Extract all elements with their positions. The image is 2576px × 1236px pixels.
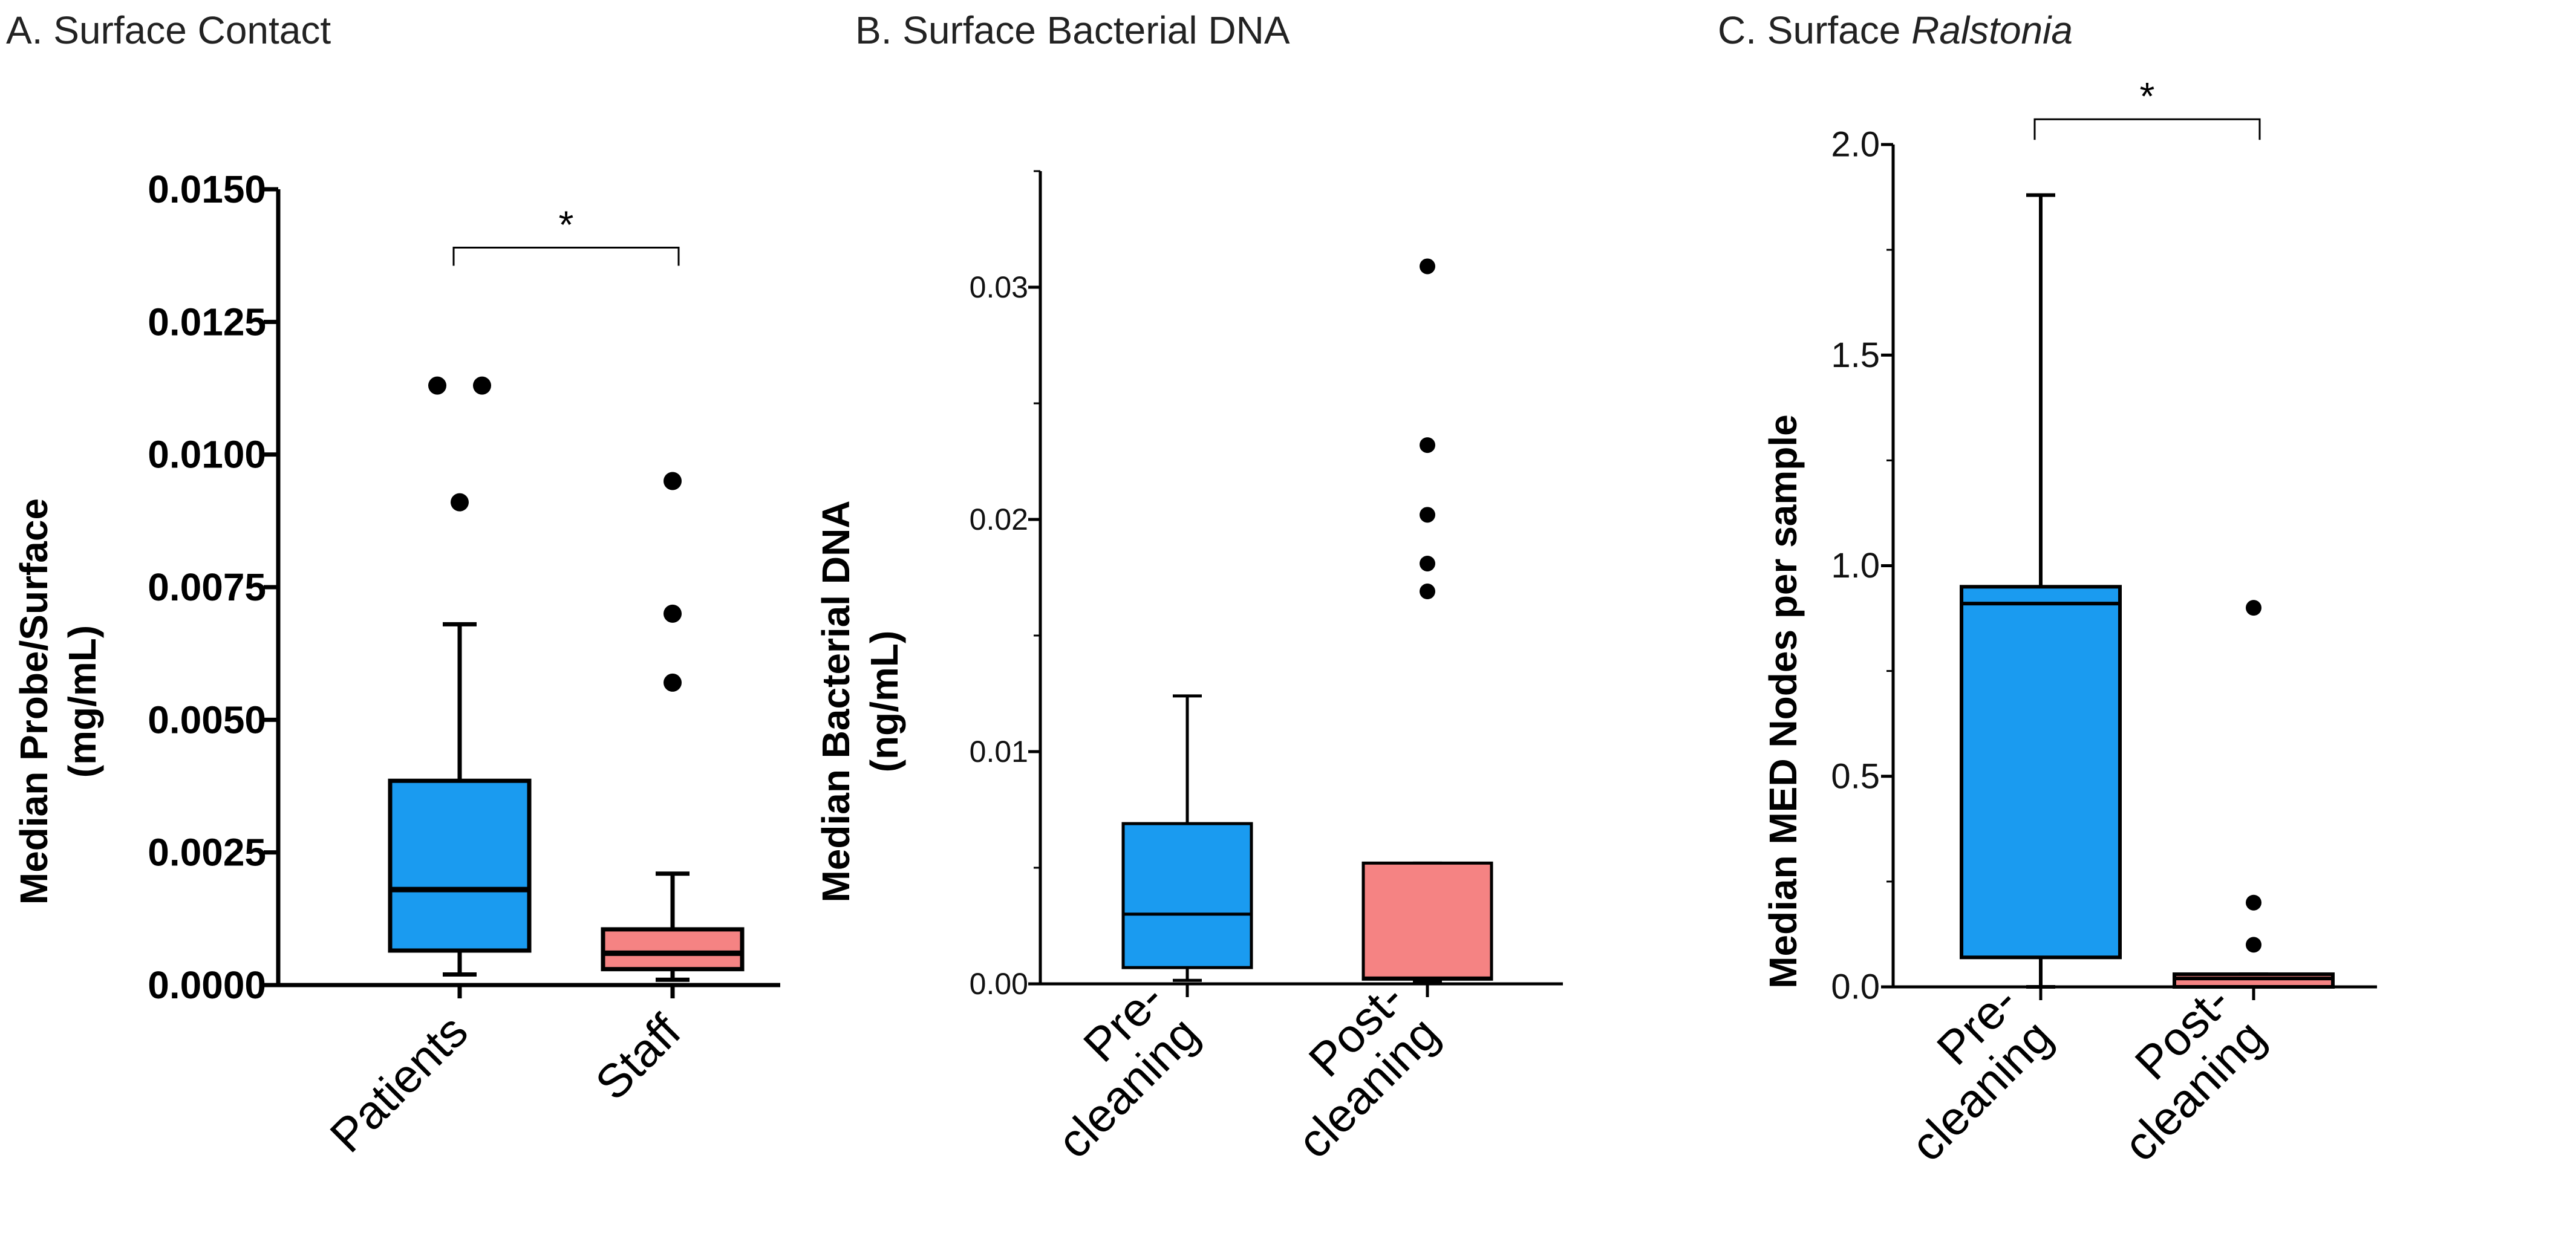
panel-c-category-label: Pre-cleaning	[1865, 974, 2062, 1171]
panel-b-outlier-point	[1420, 507, 1435, 523]
panel-b-y-tick-label: 0.03	[970, 270, 1028, 304]
panel-b-box-2	[1361, 861, 1493, 981]
panel-a-outlier-point	[451, 493, 469, 512]
panel-b-ylabel-line1: Median Bacterial DNA	[814, 500, 858, 902]
panel-a-outlier-point	[664, 472, 682, 490]
panel-c-title-prefix: C. Surface	[1718, 8, 1911, 52]
panel-c-ylabel: Median MED Nodes per sample	[1761, 414, 1805, 989]
panel-c-box-2	[2173, 972, 2335, 989]
panel-c-y-tick-label: 1.0	[1831, 546, 1880, 585]
panel-a-surface-contact: A. Surface Contact Median Probe/Surface …	[6, 8, 780, 1162]
panel-b-category-label: Post-cleaning	[1252, 971, 1449, 1168]
panel-b-box-1	[1121, 822, 1253, 969]
panel-a-significance-bracket	[452, 247, 680, 266]
panel-c-y-tick-label: 0.5	[1831, 756, 1880, 796]
panel-a-category-label: Staff	[585, 1004, 691, 1110]
panel-c-box-1	[1960, 585, 2122, 960]
panel-b-ylabel-line2: (ng/mL)	[862, 631, 906, 773]
panel-b-y-tick-label: 0.01	[970, 735, 1028, 769]
panel-c-y-tick-label: 2.0	[1831, 125, 1880, 164]
panel-a-outlier-point	[664, 604, 682, 623]
panel-a-y-tick-label: 0.0000	[148, 963, 266, 1007]
panel-a-outlier-point	[473, 376, 491, 395]
panel-b-y-tick-label: 0.02	[970, 503, 1028, 536]
panel-c-y-tick-label: 0.0	[1831, 968, 1880, 1007]
panel-a-y-tick-label: 0.0050	[148, 698, 266, 741]
panel-a-outlier-point	[664, 673, 682, 692]
panel-b-category-label: Pre-cleaning	[1012, 971, 1209, 1168]
panel-a-significance-label: *	[559, 203, 574, 247]
panel-c-title: C. Surface Ralstonia	[1718, 8, 2073, 52]
panel-a-y-tick-label: 0.0075	[148, 565, 266, 609]
panel-c-outlier-point	[2246, 937, 2261, 953]
panel-b-outlier-point	[1420, 584, 1435, 600]
panel-a-box-2	[601, 927, 745, 972]
panel-c-y-tick-label: 1.5	[1831, 336, 1880, 375]
panel-b-y-tick-label: 0.00	[970, 967, 1028, 1001]
panel-a-ylabel-line2: (mg/mL)	[60, 625, 104, 778]
panel-a-box-1	[388, 778, 532, 953]
panel-a-y-tick-label: 0.0025	[148, 831, 266, 874]
panel-b-outlier-point	[1420, 437, 1435, 454]
panel-a-y-tick-label: 0.0100	[148, 433, 266, 477]
panel-c-outlier-point	[2246, 600, 2261, 616]
panel-c-surface-ralstonia: C. Surface Ralstonia Median MED Nodes pe…	[1718, 8, 2377, 1171]
panel-c-category-label: Post-cleaning	[2078, 974, 2275, 1171]
panel-c-significance-label: *	[2140, 74, 2155, 118]
panel-c-outlier-point	[2246, 894, 2261, 911]
panel-c-significance-bracket	[2033, 118, 2261, 140]
panel-a-y-tick-label: 0.0150	[148, 168, 266, 211]
panel-b-surface-bacterial-dna: B. Surface Bacterial DNA Median Bacteria…	[814, 8, 1563, 1168]
panel-b-outlier-point	[1420, 258, 1435, 275]
panel-b-title: B. Surface Bacterial DNA	[855, 8, 1290, 52]
panel-a-ylabel-line1: Median Probe/Surface	[12, 498, 56, 905]
panel-c-title-italic: Ralstonia	[1911, 8, 2073, 52]
panel-a-y-tick-label: 0.0125	[148, 300, 266, 343]
panel-b-outlier-point	[1420, 555, 1435, 571]
panel-a-title: A. Surface Contact	[6, 8, 331, 52]
panel-a-outlier-point	[428, 376, 446, 395]
panel-a-category-label: Patients	[320, 1004, 478, 1163]
